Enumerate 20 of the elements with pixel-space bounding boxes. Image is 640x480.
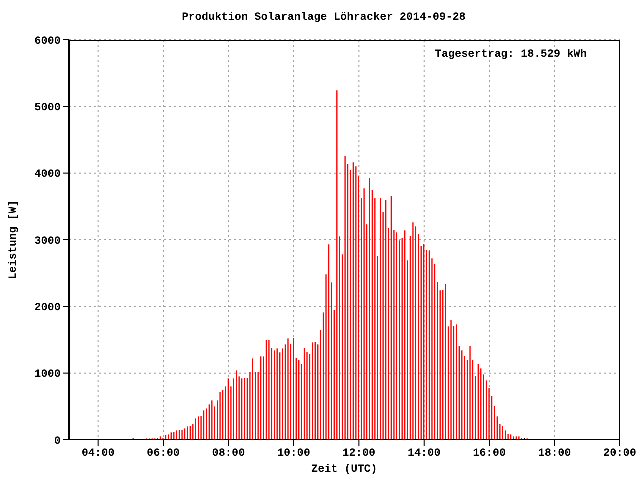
x-tick-label: 04:00 (82, 448, 115, 460)
y-tick-label: 6000 (34, 36, 61, 48)
y-tick-label: 5000 (34, 102, 61, 115)
y-tick-label: 4000 (34, 169, 61, 182)
y-tick-label: 0 (54, 436, 61, 448)
x-tick-label: 08:00 (212, 448, 246, 460)
x-tick-label: 16:00 (473, 448, 506, 460)
x-tick-label: 18:00 (538, 448, 572, 460)
y-tick-label: 3000 (34, 236, 61, 248)
x-tick-label: 10:00 (277, 448, 310, 460)
annotation: Tagesertrag: 18.529 kWh (435, 49, 587, 61)
x-tick-label: 06:00 (147, 448, 180, 460)
y-axis-title: Leistung [W] (8, 200, 20, 280)
x-tick-label: 20:00 (603, 448, 637, 460)
y-tick-label: 2000 (34, 302, 61, 315)
chart-title: Produktion Solaranlage Löhracker 2014-09-28 (181, 12, 467, 24)
x-tick-label: 14:00 (408, 448, 441, 460)
x-axis-title: Zeit (UTC) (310, 464, 378, 477)
x-tick-label: 12:00 (342, 448, 376, 460)
y-tick-label: 1000 (34, 369, 61, 382)
